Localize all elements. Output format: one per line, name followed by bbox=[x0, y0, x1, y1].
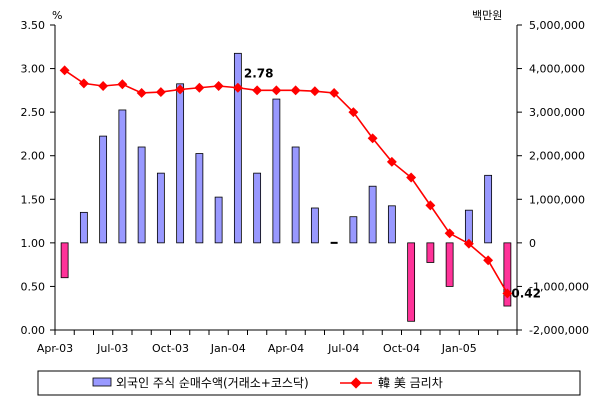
legend-line-marker bbox=[350, 377, 362, 389]
left-tick-label: 1.50 bbox=[21, 193, 46, 206]
line-marker bbox=[444, 228, 455, 239]
x-tick-label: Apr-03 bbox=[37, 342, 73, 355]
bar bbox=[156, 172, 165, 244]
right-tick-label: 4,000,000 bbox=[529, 63, 585, 76]
left-tick-label: 0.50 bbox=[21, 280, 46, 293]
bar bbox=[60, 242, 69, 279]
bar bbox=[137, 146, 146, 244]
legend-box bbox=[37, 370, 581, 396]
line-marker bbox=[78, 78, 89, 89]
bar-series bbox=[60, 52, 512, 322]
legend-bar-label: 외국인 주식 순매수액(거래소+코스닥) bbox=[116, 376, 309, 390]
x-tick-label: Oct-04 bbox=[383, 342, 420, 355]
tick-labels: 0.00 0.50 1.00 1.50 2.00 2.50 3.00 3.50 -2,000,0… bbox=[21, 19, 589, 355]
data-label: 2.78 bbox=[244, 67, 274, 81]
line-marker bbox=[232, 82, 243, 93]
line-marker bbox=[271, 85, 282, 96]
legend-line-label: 韓 美 금리차 bbox=[378, 376, 443, 390]
bar bbox=[464, 209, 473, 244]
line-marker bbox=[406, 172, 417, 183]
bar bbox=[233, 52, 242, 244]
bar bbox=[79, 211, 88, 244]
bar bbox=[368, 185, 377, 244]
bar bbox=[176, 83, 185, 244]
line-marker bbox=[309, 86, 320, 97]
x-tick-label: Oct-03 bbox=[152, 342, 189, 355]
bar bbox=[445, 242, 454, 287]
line-marker bbox=[483, 255, 494, 266]
line-marker bbox=[136, 88, 147, 98]
bar bbox=[214, 196, 223, 244]
right-tick-label: 5,000,000 bbox=[529, 19, 585, 32]
bar bbox=[310, 207, 319, 244]
line-marker bbox=[367, 133, 378, 144]
left-tick-label: 2.00 bbox=[21, 150, 46, 163]
line-marker bbox=[386, 156, 397, 167]
line-marker bbox=[59, 65, 70, 76]
right-tick-label: 2,000,000 bbox=[529, 150, 585, 163]
left-tick-label: 1.00 bbox=[21, 237, 46, 250]
data-label: 0.42 bbox=[511, 286, 541, 300]
left-tick-label: 0.00 bbox=[21, 324, 46, 337]
bar bbox=[195, 153, 204, 244]
bar bbox=[349, 216, 358, 244]
line-marker bbox=[252, 85, 263, 96]
bar bbox=[272, 98, 281, 244]
line-marker bbox=[290, 85, 301, 96]
bar bbox=[253, 172, 262, 244]
x-tick-label: Jul-03 bbox=[96, 342, 128, 355]
bar bbox=[99, 135, 108, 244]
line-marker bbox=[155, 87, 166, 98]
x-tick-label: Jul-04 bbox=[327, 342, 359, 355]
left-tick-label: 3.00 bbox=[21, 63, 46, 76]
bar bbox=[387, 205, 396, 244]
bar bbox=[426, 242, 435, 263]
bar bbox=[484, 174, 493, 244]
line-series bbox=[59, 65, 513, 299]
left-tick-label: 2.50 bbox=[21, 106, 46, 119]
bar bbox=[407, 242, 416, 322]
bar bbox=[330, 241, 338, 244]
line-marker bbox=[425, 200, 436, 211]
legend-bar-swatch bbox=[92, 377, 112, 387]
right-tick-label: -2,000,000 bbox=[529, 324, 589, 337]
line-marker bbox=[117, 79, 128, 90]
bar bbox=[118, 109, 127, 244]
right-tick-label: 0 bbox=[529, 237, 536, 250]
bar bbox=[291, 146, 300, 244]
x-tick-label: Apr-04 bbox=[268, 342, 304, 355]
line-marker bbox=[502, 288, 513, 299]
line-marker bbox=[98, 81, 109, 91]
right-tick-label: -1,000,000 bbox=[529, 280, 589, 293]
right-tick-label: 3,000,000 bbox=[529, 106, 585, 119]
line-marker bbox=[194, 82, 205, 93]
right-tick-label: 1,000,000 bbox=[529, 193, 585, 206]
line-path bbox=[64, 69, 509, 294]
x-tick-label: Jan-04 bbox=[210, 342, 246, 355]
line-marker bbox=[463, 238, 474, 249]
left-tick-label: 3.50 bbox=[21, 19, 46, 32]
line-marker bbox=[175, 84, 186, 95]
right-axis-unit: 백만원 bbox=[472, 9, 502, 22]
x-tick-label: Jan-05 bbox=[441, 342, 477, 355]
left-axis-unit: % bbox=[52, 9, 62, 22]
line-marker bbox=[213, 81, 224, 91]
axes bbox=[50, 24, 522, 335]
bar bbox=[503, 242, 512, 307]
